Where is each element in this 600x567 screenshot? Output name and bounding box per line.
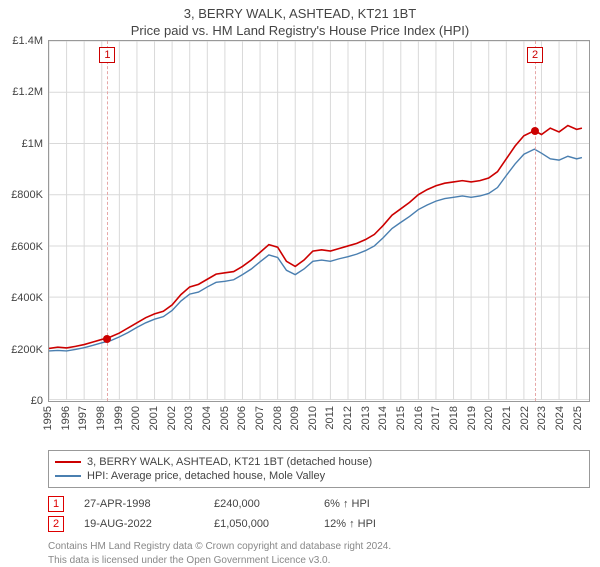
x-tick-label: 2001: [148, 406, 160, 430]
legend: 3, BERRY WALK, ASHTEAD, KT21 1BT (detach…: [48, 450, 590, 488]
x-tick-label: 2012: [342, 406, 354, 430]
x-axis-labels: 1995199619971998199920002001200220032004…: [48, 402, 590, 444]
x-tick-label: 2008: [272, 406, 284, 430]
x-tick-label: 2007: [254, 406, 266, 430]
x-tick-label: 2024: [554, 406, 566, 430]
y-axis-labels: £0£200K£400K£600K£800K£1M£1.2M£1.4M: [1, 41, 45, 401]
footer-line: This data is licensed under the Open Gov…: [48, 554, 590, 567]
y-tick-label: £200K: [11, 344, 43, 356]
x-tick-label: 2013: [360, 406, 372, 430]
marker-vline: [107, 41, 108, 401]
legend-swatch: [55, 461, 81, 463]
x-tick-label: 2022: [519, 406, 531, 430]
page-title-address: 3, BERRY WALK, ASHTEAD, KT21 1BT: [8, 6, 592, 21]
marker-date: 27-APR-1998: [84, 498, 194, 510]
arrow-up-icon: ↑: [343, 498, 349, 510]
marker-flag: 2: [527, 47, 543, 63]
x-tick-label: 2018: [448, 406, 460, 430]
x-tick-label: 2015: [395, 406, 407, 430]
x-tick-label: 2004: [201, 406, 213, 430]
x-tick-label: 2000: [130, 406, 142, 430]
x-tick-label: 2021: [501, 406, 513, 430]
x-tick-label: 2019: [466, 406, 478, 430]
marker-price: £1,050,000: [214, 518, 304, 530]
x-tick-label: 2003: [183, 406, 195, 430]
marker-date: 19-AUG-2022: [84, 518, 194, 530]
legend-item: HPI: Average price, detached house, Mole…: [55, 469, 583, 483]
x-tick-label: 1997: [77, 406, 89, 430]
legend-swatch: [55, 475, 81, 477]
marker-vline: [535, 41, 536, 401]
footer-line: Contains HM Land Registry data © Crown c…: [48, 540, 590, 554]
marker-badge: 2: [48, 516, 64, 532]
arrow-up-icon: ↑: [349, 518, 355, 530]
x-tick-label: 2006: [236, 406, 248, 430]
marker-dot: [531, 127, 539, 135]
x-tick-label: 2023: [536, 406, 548, 430]
x-tick-label: 2014: [377, 406, 389, 430]
marker-row: 1 27-APR-1998 £240,000 6% ↑ HPI: [48, 494, 590, 514]
x-tick-label: 2025: [572, 406, 584, 430]
marker-layer: 12: [49, 41, 589, 401]
footer: Contains HM Land Registry data © Crown c…: [48, 540, 590, 567]
marker-table: 1 27-APR-1998 £240,000 6% ↑ HPI 2 19-AUG…: [48, 494, 590, 534]
marker-price: £240,000: [214, 498, 304, 510]
legend-label: 3, BERRY WALK, ASHTEAD, KT21 1BT (detach…: [87, 456, 372, 468]
x-tick-label: 2016: [413, 406, 425, 430]
x-tick-label: 2011: [324, 406, 336, 430]
marker-flag: 1: [99, 47, 115, 63]
marker-delta: 12% ↑ HPI: [324, 518, 376, 530]
y-tick-label: £1.4M: [12, 35, 43, 47]
marker-row: 2 19-AUG-2022 £1,050,000 12% ↑ HPI: [48, 514, 590, 534]
marker-delta: 6% ↑ HPI: [324, 498, 370, 510]
x-tick-label: 1999: [113, 406, 125, 430]
y-tick-label: £400K: [11, 292, 43, 304]
y-tick-label: £1M: [22, 138, 43, 150]
marker-dot: [103, 335, 111, 343]
x-tick-label: 1996: [60, 406, 72, 430]
x-tick-label: 2005: [219, 406, 231, 430]
x-tick-label: 2010: [307, 406, 319, 430]
y-tick-label: £600K: [11, 241, 43, 253]
legend-item: 3, BERRY WALK, ASHTEAD, KT21 1BT (detach…: [55, 455, 583, 469]
x-tick-label: 2009: [289, 406, 301, 430]
y-tick-label: £1.2M: [12, 86, 43, 98]
y-tick-label: £800K: [11, 189, 43, 201]
x-tick-label: 2020: [483, 406, 495, 430]
x-tick-label: 2017: [430, 406, 442, 430]
legend-label: HPI: Average price, detached house, Mole…: [87, 470, 325, 482]
page-title-subtitle: Price paid vs. HM Land Registry's House …: [8, 23, 592, 38]
chart-area: £0£200K£400K£600K£800K£1M£1.2M£1.4M 12: [48, 40, 590, 402]
marker-badge: 1: [48, 496, 64, 512]
x-tick-label: 2002: [166, 406, 178, 430]
x-tick-label: 1995: [42, 406, 54, 430]
x-tick-label: 1998: [95, 406, 107, 430]
